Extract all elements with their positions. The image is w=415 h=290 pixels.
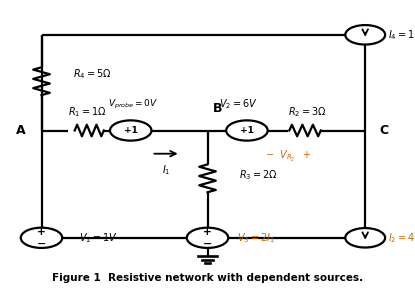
Text: $R_2=3\Omega$: $R_2=3\Omega$ — [288, 105, 326, 119]
Text: $V_{probe}=0V$: $V_{probe}=0V$ — [108, 98, 158, 111]
Text: +1: +1 — [240, 126, 254, 135]
Text: +: + — [37, 227, 46, 237]
Ellipse shape — [21, 228, 62, 248]
Text: A: A — [16, 124, 26, 137]
Ellipse shape — [345, 228, 385, 248]
Text: −: − — [203, 239, 212, 249]
Text: +1: +1 — [124, 126, 138, 135]
Text: $V_1=1V$: $V_1=1V$ — [79, 231, 117, 245]
Ellipse shape — [110, 120, 151, 141]
Text: $R_4=5\Omega$: $R_4=5\Omega$ — [73, 67, 111, 81]
Text: $V_3=2I_1$: $V_3=2I_1$ — [237, 231, 274, 245]
Text: $I_4=1.5\,A$: $I_4=1.5\,A$ — [388, 28, 415, 42]
Text: C: C — [379, 124, 388, 137]
Text: $-\ \ V_{R_2}\ \ +$: $-\ \ V_{R_2}\ \ +$ — [265, 149, 312, 164]
Text: −: − — [37, 239, 46, 249]
Text: $R_3=2\Omega$: $R_3=2\Omega$ — [239, 168, 277, 182]
Text: +: + — [203, 227, 212, 237]
Text: $I_1$: $I_1$ — [162, 163, 170, 177]
Text: $I_2=4V_1$: $I_2=4V_1$ — [388, 231, 415, 245]
Ellipse shape — [345, 25, 385, 45]
Text: $R_1=1\Omega$: $R_1=1\Omega$ — [68, 105, 106, 119]
Ellipse shape — [187, 228, 228, 248]
Text: B: B — [213, 102, 222, 115]
Ellipse shape — [226, 120, 268, 141]
Text: Figure 1  Resistive network with dependent sources.: Figure 1 Resistive network with dependen… — [52, 273, 363, 283]
Text: $V_2=6V$: $V_2=6V$ — [219, 97, 258, 111]
